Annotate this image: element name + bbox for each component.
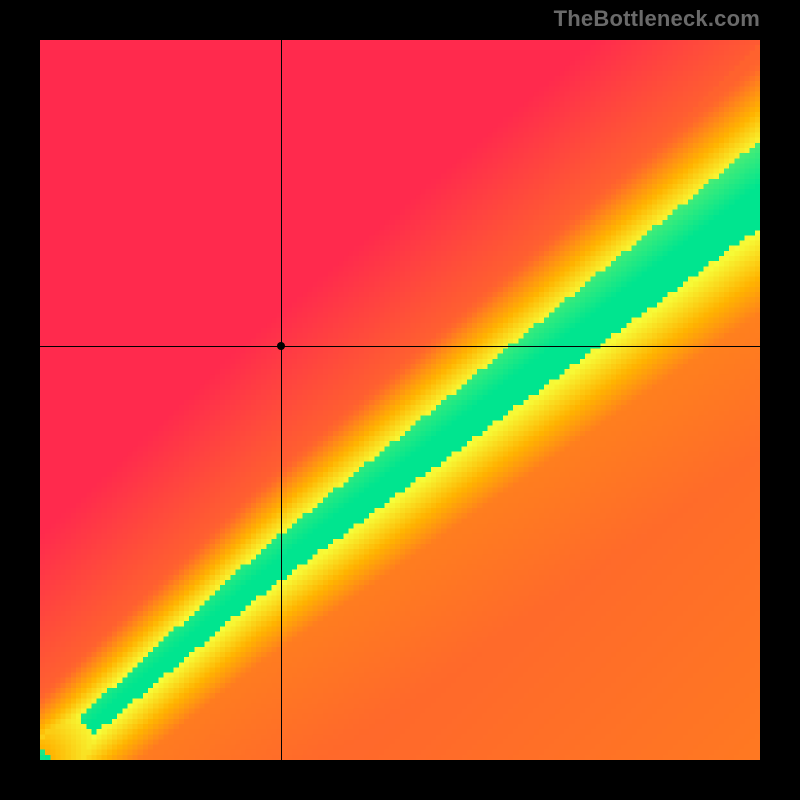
heatmap-canvas [40,40,760,760]
crosshair-vertical [281,40,282,760]
chart-container: TheBottleneck.com [0,0,800,800]
watermark-text: TheBottleneck.com [554,6,760,32]
crosshair-marker [277,342,285,350]
plot-area [40,40,760,760]
crosshair-horizontal [40,346,760,347]
